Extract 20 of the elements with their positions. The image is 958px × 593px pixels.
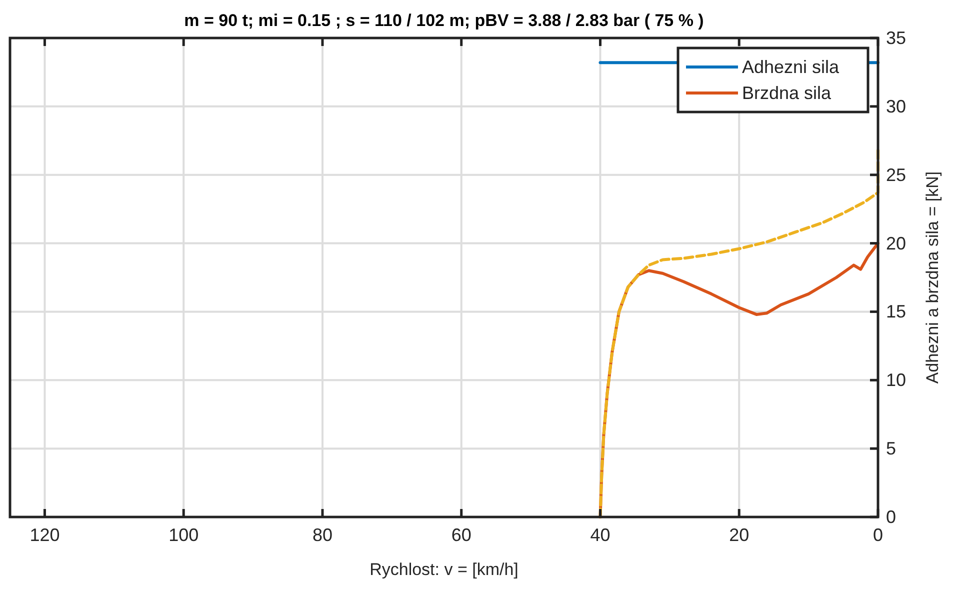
y2-tick-label: 10 xyxy=(886,370,906,390)
y2-tick-label: 35 xyxy=(886,28,906,48)
y2-tick-label: 25 xyxy=(886,164,906,185)
x-tick-label: 100 xyxy=(168,525,199,545)
y2-tick-label: 5 xyxy=(886,438,896,459)
legend-label: Brzdna sila xyxy=(742,83,832,103)
x-tick-label: 40 xyxy=(590,525,610,545)
y2-tick-label: 20 xyxy=(886,233,906,254)
x-tick-label: 20 xyxy=(729,525,750,545)
y2-tick-label: 0 xyxy=(886,507,896,527)
y2-axis-title: Adhezni a brzdna sila = [kN] xyxy=(923,171,942,384)
chart-title: m = 90 t; mi = 0.15 ; s = 110 / 102 m; pBV = 3.88 / 2.83 bar ( 75 % ) xyxy=(184,11,704,30)
legend-label: Adhezni sila xyxy=(742,57,840,77)
x-tick-label: 60 xyxy=(451,525,472,545)
x-tick-label: 80 xyxy=(312,525,332,545)
y2-tick-label: 15 xyxy=(886,302,906,322)
x-tick-label: 0 xyxy=(872,525,884,545)
y2-tick-label: 30 xyxy=(886,96,906,116)
x-axis-title: Rychlost: v = [km/h] xyxy=(370,560,518,579)
x-tick-label: 120 xyxy=(30,525,60,545)
